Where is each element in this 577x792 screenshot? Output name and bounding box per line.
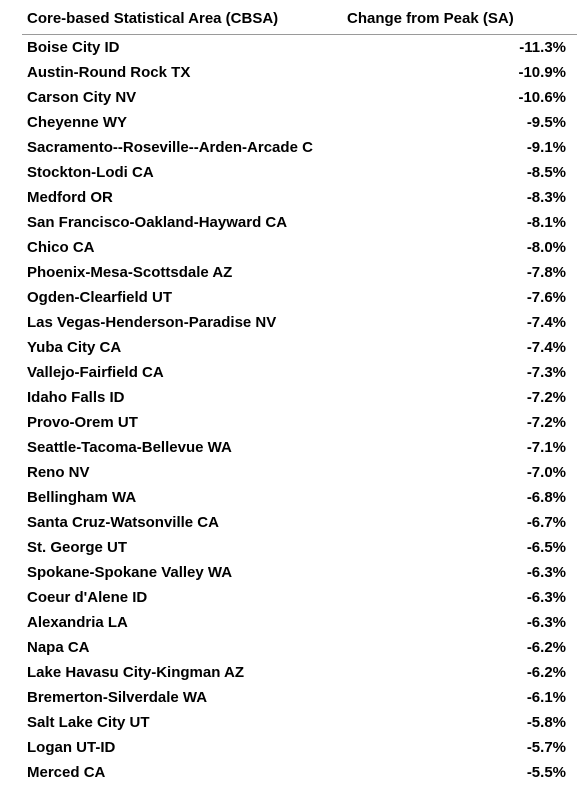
change-value: -10.9% xyxy=(518,64,566,81)
change-value: -5.7% xyxy=(526,739,566,756)
change-value: -7.8% xyxy=(526,264,566,281)
cbsa-name: Boise City ID xyxy=(27,39,120,56)
cbsa-name: Bellingham WA xyxy=(27,489,137,506)
cbsa-name: Spokane-Spokane Valley WA xyxy=(27,564,233,581)
cbsa-name: Chico CA xyxy=(27,239,95,256)
header-cell: Core-based Statistical Area (CBSA) xyxy=(27,10,279,27)
header-rule xyxy=(22,34,577,35)
change-value: -6.3% xyxy=(526,564,566,581)
change-value: -6.5% xyxy=(526,539,566,556)
change-value: -6.7% xyxy=(526,514,566,531)
cbsa-name: Bremerton-Silverdale WA xyxy=(27,689,208,706)
change-value: -6.3% xyxy=(526,614,566,631)
cbsa-name: St. George UT xyxy=(27,539,128,556)
change-value: -9.1% xyxy=(526,139,566,156)
cbsa-name: Coeur d'Alene ID xyxy=(27,589,148,606)
cbsa-name: Austin-Round Rock TX xyxy=(27,64,191,81)
change-value: -7.0% xyxy=(526,464,566,481)
change-value: -8.0% xyxy=(526,239,566,256)
cbsa-name: Yuba City CA xyxy=(27,339,122,356)
change-value: -6.2% xyxy=(526,664,566,681)
change-value: -6.8% xyxy=(526,489,566,506)
change-value: -7.4% xyxy=(526,339,566,356)
cbsa-name: Seattle-Tacoma-Bellevue WA xyxy=(27,439,232,456)
cbsa-name: Salt Lake City UT xyxy=(27,714,150,731)
cbsa-name: Cheyenne WY xyxy=(27,114,128,131)
change-value: -7.1% xyxy=(526,439,566,456)
cbsa-name: Sacramento--Roseville--Arden-Arcade C xyxy=(27,139,313,156)
change-value: -5.8% xyxy=(526,714,566,731)
header-cell: Change from Peak (SA) xyxy=(347,10,514,27)
cbsa-name: Provo-Orem UT xyxy=(27,414,138,431)
cbsa-name: Logan UT-ID xyxy=(27,739,116,756)
change-value: -8.1% xyxy=(526,214,566,231)
cbsa-name: Medford OR xyxy=(27,189,113,206)
change-value: -8.5% xyxy=(526,164,566,181)
cbsa-name: Napa CA xyxy=(27,639,90,656)
cbsa-name: Carson City NV xyxy=(27,89,137,106)
change-value: -10.6% xyxy=(518,89,566,106)
cbsa-name: Ogden-Clearfield UT xyxy=(27,289,173,306)
change-value: -9.5% xyxy=(526,114,566,131)
cbsa-name: Santa Cruz-Watsonville CA xyxy=(27,514,219,531)
cbsa-name: Lake Havasu City-Kingman AZ xyxy=(27,664,244,681)
change-value: -7.3% xyxy=(526,364,566,381)
change-value: -7.2% xyxy=(526,414,566,431)
change-value: -6.2% xyxy=(526,639,566,656)
cbsa-name: Stockton-Lodi CA xyxy=(27,164,154,181)
cbsa-name: San Francisco-Oakland-Hayward CA xyxy=(27,214,288,231)
cbsa-name: Reno NV xyxy=(27,464,90,481)
change-value: -8.3% xyxy=(526,189,566,206)
change-value: -7.2% xyxy=(526,389,566,406)
change-value: -5.5% xyxy=(526,764,566,781)
cbsa-name: Merced CA xyxy=(27,764,106,781)
change-value: -6.1% xyxy=(526,689,566,706)
cbsa-name: Phoenix-Mesa-Scottsdale AZ xyxy=(27,264,233,281)
cbsa-name: Idaho Falls ID xyxy=(27,389,125,406)
change-value: -7.4% xyxy=(526,314,566,331)
change-value: -7.6% xyxy=(526,289,566,306)
change-value: -11.3% xyxy=(519,39,566,56)
cbsa-name: Las Vegas-Henderson-Paradise NV xyxy=(27,314,277,331)
cbsa-name: Alexandria LA xyxy=(27,614,128,631)
change-value: -6.3% xyxy=(526,589,566,606)
cbsa-name: Vallejo-Fairfield CA xyxy=(27,364,164,381)
